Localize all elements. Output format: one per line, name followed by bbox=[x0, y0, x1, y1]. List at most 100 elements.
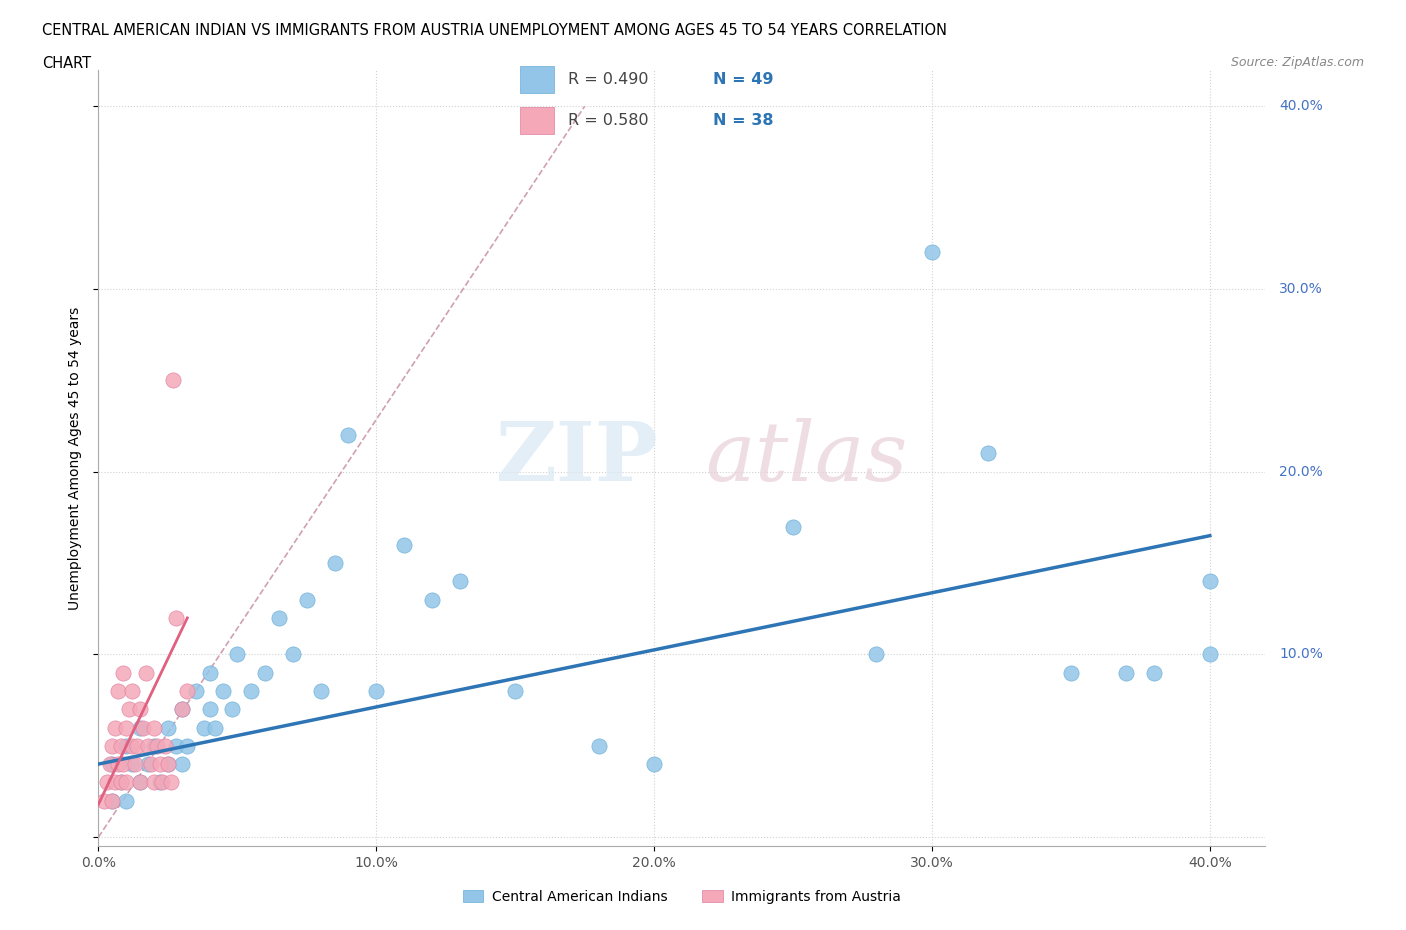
Point bbox=[150, 775, 173, 790]
Text: 20.0%: 20.0% bbox=[1279, 465, 1323, 479]
Text: Source: ZipAtlas.com: Source: ZipAtlas.com bbox=[1230, 56, 1364, 69]
Point bbox=[240, 684, 263, 698]
Point bbox=[165, 738, 187, 753]
Point bbox=[323, 555, 346, 570]
Point bbox=[143, 720, 166, 735]
Point bbox=[135, 665, 157, 680]
Point bbox=[159, 775, 181, 790]
Point bbox=[138, 738, 160, 753]
Point bbox=[212, 684, 235, 698]
Point bbox=[366, 684, 388, 698]
Point bbox=[156, 757, 179, 772]
Text: 30.0%: 30.0% bbox=[1279, 282, 1323, 296]
Point bbox=[101, 793, 124, 808]
Point bbox=[184, 684, 207, 698]
Point bbox=[115, 775, 138, 790]
Point bbox=[110, 738, 132, 753]
Point bbox=[162, 373, 184, 388]
Point bbox=[170, 702, 193, 717]
Text: 40.0%: 40.0% bbox=[1279, 100, 1323, 113]
Point bbox=[101, 793, 124, 808]
Point bbox=[93, 793, 115, 808]
Point bbox=[176, 684, 198, 698]
Point bbox=[221, 702, 243, 717]
Point bbox=[1143, 665, 1166, 680]
Point bbox=[198, 665, 221, 680]
Point bbox=[115, 793, 138, 808]
Point bbox=[204, 720, 226, 735]
Point bbox=[132, 720, 155, 735]
Point bbox=[267, 610, 290, 625]
Point bbox=[281, 647, 304, 662]
Point bbox=[1060, 665, 1083, 680]
Point bbox=[176, 738, 198, 753]
FancyBboxPatch shape bbox=[520, 107, 554, 134]
Point bbox=[121, 738, 143, 753]
Text: N = 49: N = 49 bbox=[713, 73, 773, 87]
Point bbox=[156, 720, 179, 735]
Point bbox=[153, 738, 176, 753]
Point bbox=[129, 775, 152, 790]
Point bbox=[198, 702, 221, 717]
Point bbox=[101, 738, 124, 753]
Text: N = 38: N = 38 bbox=[713, 113, 773, 127]
Point bbox=[98, 757, 121, 772]
Point bbox=[129, 775, 152, 790]
Point bbox=[146, 738, 169, 753]
Point bbox=[295, 592, 318, 607]
Point bbox=[1198, 647, 1220, 662]
Point bbox=[865, 647, 887, 662]
Point bbox=[115, 720, 138, 735]
Point bbox=[129, 720, 152, 735]
Point bbox=[170, 702, 193, 717]
Point bbox=[148, 775, 170, 790]
Point bbox=[112, 665, 135, 680]
Point bbox=[165, 610, 187, 625]
Point bbox=[115, 738, 138, 753]
Point bbox=[1115, 665, 1137, 680]
Text: 10.0%: 10.0% bbox=[1279, 647, 1323, 661]
Text: R = 0.580: R = 0.580 bbox=[568, 113, 648, 127]
Point bbox=[309, 684, 332, 698]
Point bbox=[96, 775, 118, 790]
Text: CENTRAL AMERICAN INDIAN VS IMMIGRANTS FROM AUSTRIA UNEMPLOYMENT AMONG AGES 45 TO: CENTRAL AMERICAN INDIAN VS IMMIGRANTS FR… bbox=[42, 23, 948, 38]
Point bbox=[110, 775, 132, 790]
Point bbox=[148, 757, 170, 772]
Point bbox=[156, 757, 179, 772]
Point bbox=[337, 428, 360, 443]
Point bbox=[143, 738, 166, 753]
Point bbox=[138, 757, 160, 772]
Point bbox=[420, 592, 443, 607]
Point bbox=[118, 702, 141, 717]
Text: ZIP: ZIP bbox=[496, 418, 658, 498]
Y-axis label: Unemployment Among Ages 45 to 54 years: Unemployment Among Ages 45 to 54 years bbox=[69, 306, 83, 610]
Point bbox=[503, 684, 526, 698]
Point bbox=[104, 775, 127, 790]
Point bbox=[141, 757, 163, 772]
Text: atlas: atlas bbox=[706, 418, 908, 498]
Point bbox=[129, 702, 152, 717]
Point bbox=[127, 738, 149, 753]
Text: CHART: CHART bbox=[42, 56, 91, 71]
Point bbox=[124, 757, 146, 772]
Point bbox=[392, 538, 415, 552]
Point bbox=[112, 757, 135, 772]
Point bbox=[921, 245, 943, 259]
Point bbox=[1198, 574, 1220, 589]
Point bbox=[110, 775, 132, 790]
Point bbox=[143, 775, 166, 790]
Point bbox=[101, 757, 124, 772]
Point bbox=[226, 647, 249, 662]
Point bbox=[107, 684, 129, 698]
Point bbox=[107, 757, 129, 772]
Point bbox=[121, 757, 143, 772]
Text: R = 0.490: R = 0.490 bbox=[568, 73, 648, 87]
Legend: Central American Indians, Immigrants from Austria: Central American Indians, Immigrants fro… bbox=[457, 884, 907, 910]
Point bbox=[782, 519, 804, 534]
Point bbox=[121, 684, 143, 698]
Point bbox=[643, 757, 665, 772]
Point bbox=[588, 738, 610, 753]
Point bbox=[254, 665, 277, 680]
Point bbox=[170, 757, 193, 772]
Point bbox=[193, 720, 215, 735]
